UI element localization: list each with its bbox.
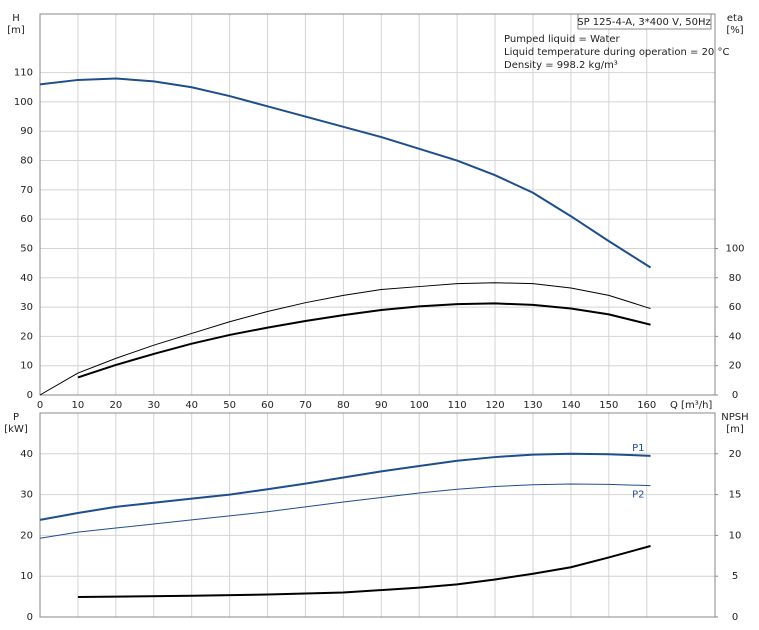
curve-label: P2 — [632, 490, 644, 501]
x-tick-label: 50 — [223, 400, 236, 411]
y2-tick-label: 10 — [729, 530, 742, 541]
annotation: Pumped liquid = Water — [504, 34, 621, 45]
annotation: Liquid temperature during operation = 20… — [504, 47, 729, 58]
curve — [39, 452, 651, 521]
curve — [77, 302, 651, 379]
y-tick-label: 30 — [20, 302, 33, 313]
curve — [39, 77, 652, 269]
y-tick-label: 90 — [20, 126, 33, 137]
x-axis-label: Q [m³/h] — [670, 400, 712, 411]
x-tick-label: 30 — [147, 400, 160, 411]
y-tick-label: 20 — [20, 530, 33, 541]
chart-title: SP 125-4-A, 3*400 V, 50Hz — [577, 17, 711, 28]
y2-tick-label: 0 — [732, 612, 738, 623]
curve-label: P1 — [632, 443, 644, 454]
x-tick-label: 80 — [337, 400, 350, 411]
y-axis-unit: [kW] — [4, 424, 28, 435]
x-tick-label: 20 — [109, 400, 122, 411]
y-tick-label: 0 — [27, 612, 33, 623]
y2-axis-unit: [m] — [726, 424, 744, 435]
x-tick-label: 120 — [486, 400, 505, 411]
y2-tick-label: 20 — [729, 361, 742, 372]
y-tick-label: 110 — [14, 68, 33, 79]
y-axis-label: P — [13, 412, 19, 423]
y-tick-label: 40 — [20, 273, 33, 284]
x-tick-label: 0 — [37, 400, 43, 411]
y2-axis-unit: [%] — [726, 25, 743, 36]
x-tick-label: 130 — [523, 400, 542, 411]
y-axis-label: H — [12, 13, 20, 24]
y-tick-label: 100 — [14, 97, 33, 108]
y-tick-label: 70 — [20, 185, 33, 196]
x-tick-label: 140 — [561, 400, 580, 411]
y-tick-label: 0 — [27, 390, 33, 401]
curve — [77, 545, 651, 599]
y2-tick-label: 20 — [729, 449, 742, 460]
y-tick-label: 40 — [20, 449, 33, 460]
y2-tick-label: 60 — [729, 302, 742, 313]
annotation: Density = 998.2 kg/m³ — [504, 60, 618, 71]
y2-tick-label: 15 — [729, 490, 742, 501]
y2-axis-label: NPSH — [721, 412, 748, 423]
x-tick-label: 110 — [448, 400, 467, 411]
y-tick-label: 10 — [20, 361, 33, 372]
x-tick-label: 100 — [410, 400, 429, 411]
x-tick-label: 150 — [599, 400, 618, 411]
y2-axis-label: eta — [727, 13, 743, 24]
curve — [39, 483, 651, 539]
y-tick-label: 50 — [20, 243, 33, 254]
y-tick-label: 80 — [20, 156, 33, 167]
x-tick-label: 10 — [72, 400, 85, 411]
y2-tick-label: 80 — [729, 273, 742, 284]
y2-tick-label: 40 — [729, 331, 742, 342]
x-tick-label: 160 — [637, 400, 656, 411]
y-tick-label: 30 — [20, 490, 33, 501]
plot-border — [39, 412, 716, 618]
y2-tick-label: 100 — [725, 243, 744, 254]
x-tick-label: 40 — [185, 400, 198, 411]
y-tick-label: 20 — [20, 331, 33, 342]
y2-tick-label: 0 — [732, 390, 738, 401]
y-tick-label: 10 — [20, 571, 33, 582]
plot-border — [39, 13, 716, 396]
y-tick-label: 60 — [20, 214, 33, 225]
x-tick-label: 70 — [299, 400, 312, 411]
y2-tick-label: 5 — [732, 571, 738, 582]
x-tick-label: 60 — [261, 400, 274, 411]
title-box — [577, 13, 712, 30]
y-axis-unit: [m] — [7, 25, 25, 36]
x-tick-label: 90 — [375, 400, 388, 411]
curve — [39, 282, 651, 396]
